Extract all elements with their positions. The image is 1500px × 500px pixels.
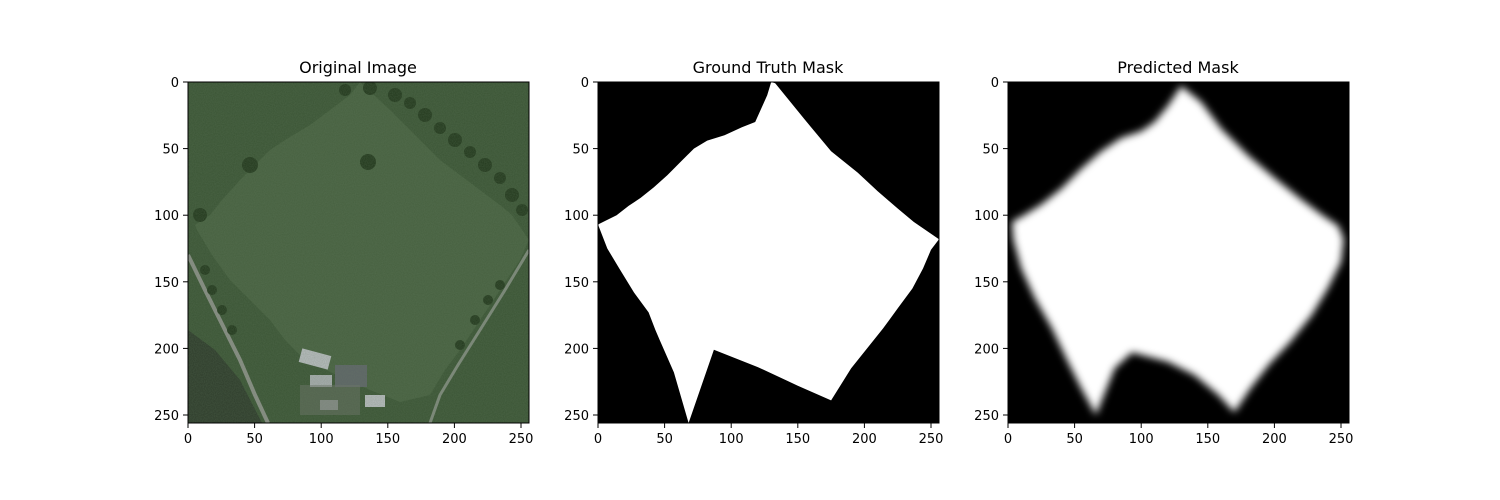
y-tick-label: 250	[564, 409, 589, 424]
axis-ticks: 0 50 100 150 200 250 0 50 100 150 200 250	[154, 76, 533, 447]
mask-foreground	[598, 82, 939, 423]
axes-frame	[597, 81, 940, 424]
x-tick-label: 0	[1004, 432, 1012, 447]
y-tick-label: 100	[974, 209, 999, 224]
panel-predicted-mask: Predicted Mask 0 50 100 150 200 250 0 50 100 150 2…	[974, 58, 1353, 447]
x-tick-label: 50	[1066, 432, 1083, 447]
photo-texture	[188, 82, 529, 423]
aerial-photo	[188, 82, 529, 423]
x-tick-label: 100	[309, 432, 334, 447]
x-tick-label: 250	[919, 432, 944, 447]
x-tick-label: 50	[656, 432, 673, 447]
x-tick-label: 50	[246, 432, 263, 447]
x-tick-label: 0	[184, 432, 192, 447]
axes-frame	[1007, 81, 1350, 424]
x-tick-label: 250	[1329, 432, 1354, 447]
x-tick-label: 0	[594, 432, 602, 447]
axis-ticks: 0 50 100 150 200 250 0 50 100 150 200 250	[974, 76, 1353, 447]
x-tick-label: 100	[719, 432, 744, 447]
panel-title: Ground Truth Mask	[693, 58, 845, 77]
y-tick-label: 50	[162, 143, 179, 158]
y-tick-label: 250	[154, 409, 179, 424]
y-tick-label: 0	[991, 76, 999, 91]
y-tick-label: 50	[982, 143, 999, 158]
y-tick-label: 0	[581, 76, 589, 91]
axis-ticks: 0 50 100 150 200 250 0 50 100 150 200 250	[564, 76, 943, 447]
y-tick-label: 150	[974, 276, 999, 291]
x-tick-label: 200	[852, 432, 877, 447]
y-tick-label: 200	[974, 342, 999, 357]
x-tick-label: 150	[785, 432, 810, 447]
x-tick-label: 150	[375, 432, 400, 447]
panel-ground-truth-mask: Ground Truth Mask 0 50 100 150 200 250 0 50 100 1…	[564, 58, 943, 447]
y-tick-label: 150	[154, 276, 179, 291]
panel-title: Original Image	[299, 58, 417, 77]
y-tick-label: 200	[564, 342, 589, 357]
x-tick-label: 150	[1195, 432, 1220, 447]
y-tick-label: 100	[154, 209, 179, 224]
y-tick-label: 200	[154, 342, 179, 357]
x-tick-label: 250	[509, 432, 534, 447]
y-tick-label: 150	[564, 276, 589, 291]
x-tick-label: 200	[442, 432, 467, 447]
y-tick-label: 100	[564, 209, 589, 224]
x-tick-label: 200	[1262, 432, 1287, 447]
y-tick-label: 0	[171, 76, 179, 91]
mask-foreground	[1012, 86, 1344, 415]
axes-frame	[187, 81, 530, 424]
y-tick-label: 50	[572, 143, 589, 158]
panel-title: Predicted Mask	[1117, 58, 1239, 77]
panel-original-image: Original Image	[154, 58, 533, 447]
y-tick-label: 250	[974, 409, 999, 424]
x-tick-label: 100	[1129, 432, 1154, 447]
